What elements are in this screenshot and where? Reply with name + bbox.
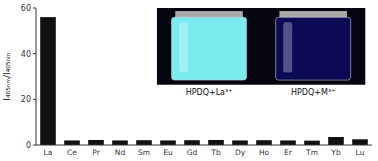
x-tick-label: Sm	[138, 148, 150, 157]
y-tick-label: 20	[21, 95, 31, 104]
y-tick	[33, 53, 36, 54]
y-tick	[33, 145, 36, 146]
photo-inset	[157, 8, 365, 85]
x-axis	[36, 145, 372, 146]
x-tick-label: Gd	[187, 148, 198, 157]
bar	[136, 140, 152, 145]
x-tick-label: Yb	[330, 148, 341, 157]
y-axis-label: I₄₆₅ₙₘ/I₄₀₅ₙₘ	[2, 52, 12, 101]
x-tick-label: Nd	[115, 148, 126, 157]
x-tick-label: Dy	[235, 148, 246, 157]
y-tick-label: 40	[21, 50, 31, 59]
bar	[184, 140, 200, 145]
y-tick-label: 0	[26, 141, 31, 150]
bar	[256, 140, 272, 145]
y-tick	[33, 8, 36, 9]
bar	[232, 140, 248, 145]
bar	[352, 139, 368, 145]
x-tick-label: Ce	[67, 148, 77, 157]
chart: 0 20 40 60 La Ce Pr Nd Sm Eu Gd Tb Dy Ho Er Tm Yb Lu I₄₆₅ₙ…	[0, 0, 378, 161]
x-tick-label: Eu	[163, 148, 173, 157]
y-axis	[36, 8, 37, 145]
x-tick-label: Tb	[210, 148, 221, 157]
bar	[328, 137, 344, 145]
bar	[40, 17, 56, 145]
x-tick-label: Pr	[92, 148, 100, 157]
bar	[160, 140, 176, 145]
x-tick-label: Er	[284, 148, 293, 157]
bar	[88, 140, 104, 145]
vial	[276, 17, 351, 80]
x-tick-label: La	[44, 148, 53, 157]
vial	[172, 17, 247, 80]
x-tick-label: Tm	[305, 148, 318, 157]
x-tick-label: Ho	[259, 148, 270, 157]
vial-highlight	[283, 22, 292, 72]
bar	[112, 140, 128, 145]
bar	[208, 140, 224, 145]
bar	[280, 140, 296, 145]
vial-highlight	[179, 22, 188, 72]
y-tick	[33, 99, 36, 100]
annotation: HPDQ+La³⁺	[186, 88, 233, 97]
x-tick-label: Lu	[356, 148, 365, 157]
annotation: HPDQ+M³⁺	[291, 88, 335, 97]
bar	[64, 140, 80, 145]
y-tick-label: 60	[21, 4, 31, 13]
bar	[304, 141, 320, 145]
